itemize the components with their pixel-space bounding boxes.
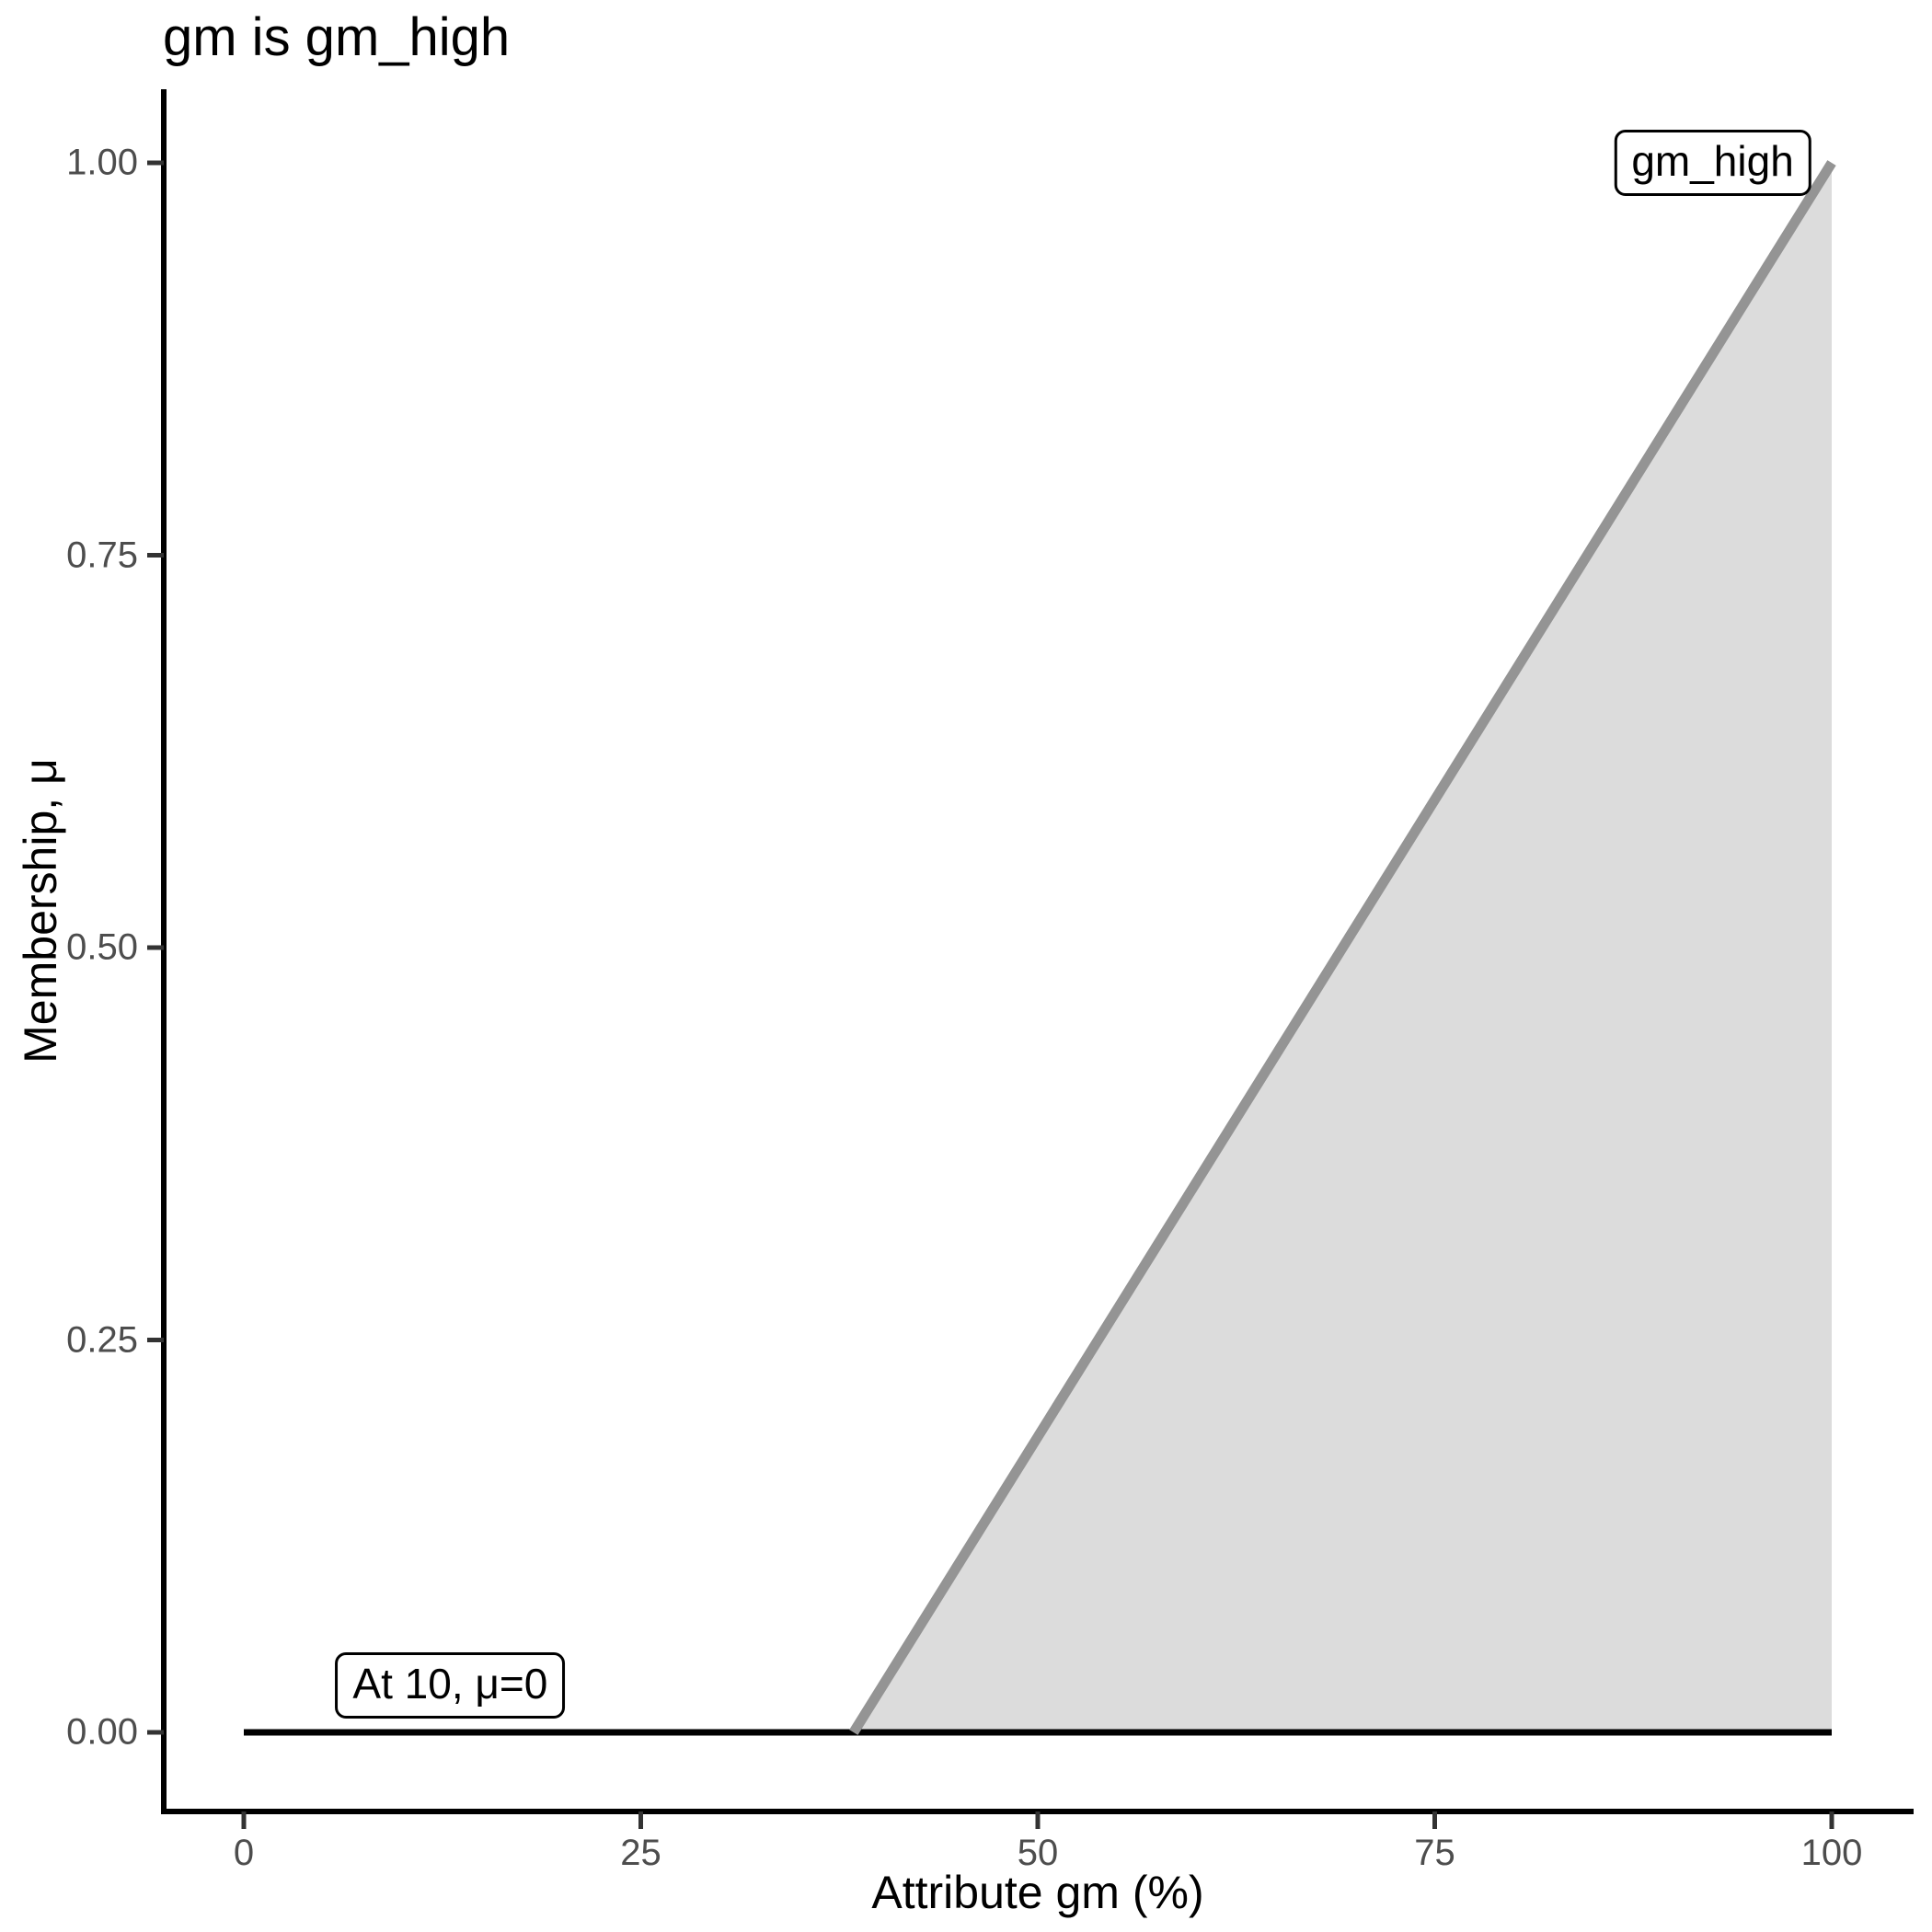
y-tick-label: 0.50 — [66, 926, 138, 968]
x-tick-label: 100 — [1800, 1833, 1863, 1873]
annotation-gm-high-text: gm_high — [1631, 137, 1794, 185]
x-tick-label: 0 — [233, 1833, 255, 1873]
y-tick-label: 1.00 — [66, 142, 138, 183]
x-tick-label: 75 — [1414, 1833, 1455, 1873]
gm-high-membership-line — [849, 160, 1836, 1735]
y-tick-label: 0.25 — [66, 1319, 138, 1360]
x-tick-label: 50 — [1017, 1833, 1059, 1873]
y-axis-title: Membership, μ — [15, 758, 66, 1064]
annotation-at-10: At 10, μ=0 — [335, 1651, 566, 1719]
annotation-at-10-text: At 10, μ=0 — [352, 1659, 548, 1708]
x-axis-title: Attribute gm (%) — [871, 1867, 1204, 1918]
x-tick-label: 25 — [620, 1833, 661, 1873]
y-tick-label: 0.00 — [66, 1711, 138, 1753]
annotation-gm-high: gm_high — [1614, 130, 1811, 196]
chart-title: gm is gm_high — [163, 7, 511, 67]
y-tick-label: 0.75 — [66, 535, 138, 575]
